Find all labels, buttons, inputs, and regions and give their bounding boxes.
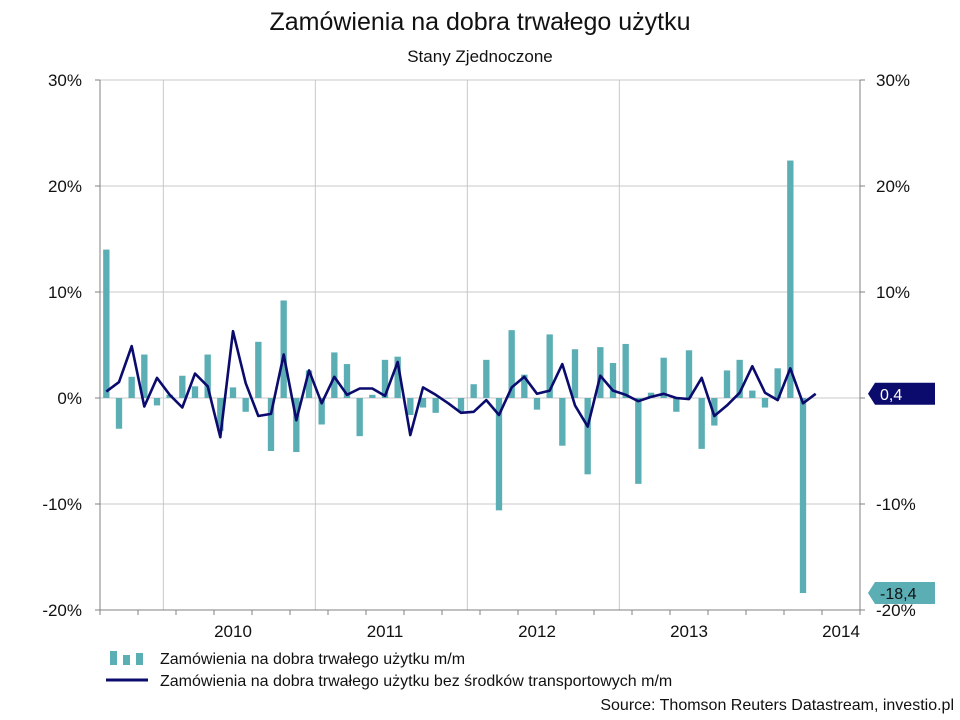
bar-9 xyxy=(217,398,224,431)
y-label-right-5: -20% xyxy=(876,601,916,620)
bar-1 xyxy=(115,398,123,429)
y-label-left-3: 0% xyxy=(57,389,82,408)
value-callouts: 0,4 -18,4 xyxy=(868,382,935,605)
x-label-2010: 2010 xyxy=(214,622,252,641)
bar-24 xyxy=(407,398,414,415)
bar-20 xyxy=(356,398,363,437)
bar-37 xyxy=(571,349,579,398)
bar-25 xyxy=(419,398,427,408)
bar-52 xyxy=(761,398,769,408)
bar-32 xyxy=(508,330,515,398)
bar-34 xyxy=(533,398,541,410)
bar-35 xyxy=(546,334,553,398)
bar-51 xyxy=(749,390,756,398)
y-axis-right-labels: 30%20%10%0%-10%-20% xyxy=(876,71,916,620)
bar-6 xyxy=(179,375,186,398)
line-series xyxy=(105,329,817,439)
bar-7 xyxy=(191,386,199,398)
bar-23 xyxy=(394,356,401,398)
chart-title: Zamówienia na dobra trwałego użytku xyxy=(269,8,690,36)
bar-44 xyxy=(660,357,667,398)
bar-48 xyxy=(711,398,718,426)
bar-series xyxy=(103,160,807,594)
bar-45 xyxy=(673,398,680,412)
bar-27 xyxy=(445,398,452,399)
x-label-2012: 2012 xyxy=(518,622,556,641)
bar-14 xyxy=(280,300,287,398)
y-label-right-1: 20% xyxy=(876,177,910,196)
bar-33 xyxy=(521,374,528,398)
bar-31 xyxy=(495,398,503,511)
x-axis-labels: 2010 2011 2012 2013 2014 xyxy=(214,622,860,641)
bar-13 xyxy=(267,398,275,451)
x-label-2013: 2013 xyxy=(670,622,708,641)
chart-subtitle: Stany Zjednoczone xyxy=(407,47,553,66)
bar-38 xyxy=(584,398,591,475)
y-axis-left-labels: 30% 20% 10% 0% -10% -20% xyxy=(42,71,82,620)
bar-22 xyxy=(381,359,389,398)
y-label-left-4: -10% xyxy=(42,495,82,514)
bar-4 xyxy=(153,398,161,406)
bar-0 xyxy=(103,249,110,398)
legend-bar-swatch xyxy=(110,651,143,665)
bar-42 xyxy=(635,398,642,484)
y-label-right-4: -10% xyxy=(876,495,916,514)
callout-bg-0 xyxy=(868,382,935,405)
bar-18 xyxy=(331,352,338,398)
bar-2 xyxy=(128,376,135,398)
bar-8 xyxy=(204,354,211,398)
bar-55 xyxy=(799,398,807,594)
bar-19 xyxy=(343,364,351,398)
y-label-left-2: 10% xyxy=(48,283,82,302)
legend-bar-label: Zamówienia na dobra trwałego użytku m/m xyxy=(160,651,465,668)
bar-3 xyxy=(141,354,148,398)
source-note: Source: Thomson Reuters Datastream, inve… xyxy=(600,697,954,714)
bar-50 xyxy=(736,359,743,398)
callout-label-0: 0,4 xyxy=(880,387,902,404)
axes xyxy=(95,79,865,615)
gridlines xyxy=(100,79,860,611)
legend-line-label: Zamówienia na dobra trwałego użytku bez … xyxy=(160,673,672,690)
bar-41 xyxy=(622,343,629,398)
bar-28 xyxy=(457,398,465,412)
bar-29 xyxy=(470,384,477,398)
bar-54 xyxy=(787,160,794,398)
x-label-2014: 2014 xyxy=(822,622,860,641)
bar-11 xyxy=(242,398,249,412)
bar-10 xyxy=(229,387,237,398)
y-label-right-0: 30% xyxy=(876,71,910,90)
bar-26 xyxy=(432,398,439,413)
y-label-right-2: 10% xyxy=(876,283,910,302)
bar-12 xyxy=(255,341,262,398)
bar-16 xyxy=(305,370,313,398)
y-label-left-0: 30% xyxy=(48,71,82,90)
y-label-left-1: 20% xyxy=(48,177,82,196)
bar-53 xyxy=(774,368,781,398)
bar-40 xyxy=(609,363,617,398)
bar-49 xyxy=(723,370,731,398)
callout-label-1: -18,4 xyxy=(880,586,917,603)
bar-46 xyxy=(685,350,693,398)
bar-15 xyxy=(293,398,300,453)
bar-47 xyxy=(698,398,705,449)
legend: Zamówienia na dobra trwałego użytku m/m … xyxy=(106,651,672,690)
bar-43 xyxy=(647,392,655,398)
bar-30 xyxy=(483,359,490,398)
bar-36 xyxy=(559,398,566,446)
callout-bg-1 xyxy=(868,582,935,605)
x-label-2011: 2011 xyxy=(367,622,404,641)
bar-39 xyxy=(597,347,604,398)
bar-21 xyxy=(369,394,376,398)
y-label-left-5: -20% xyxy=(42,601,82,620)
line-path xyxy=(105,329,817,439)
bar-17 xyxy=(318,398,325,425)
